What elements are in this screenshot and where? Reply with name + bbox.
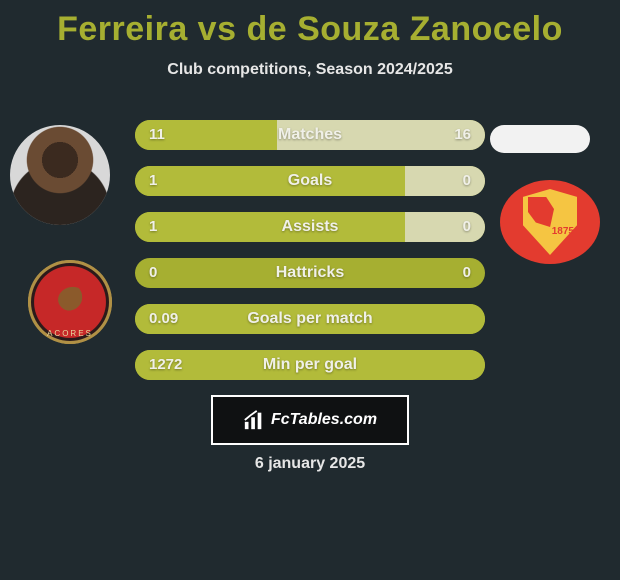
stat-row: 0.09Goals per match <box>135 304 485 334</box>
stat-label: Matches <box>135 120 485 150</box>
stat-label: Hattricks <box>135 258 485 288</box>
stats-container: 1116Matches 10Goals 10Assists 00Hattricks 0.… <box>135 120 485 396</box>
right-club-shield <box>520 189 580 255</box>
stat-row: 1272Min per goal <box>135 350 485 380</box>
left-club-subtext: ACORES <box>28 329 112 338</box>
stat-label: Min per goal <box>135 350 485 380</box>
right-club-year: 1875 <box>552 226 574 237</box>
right-player-avatar <box>490 125 590 153</box>
page-title: Ferreira vs de Souza Zanocelo <box>0 0 620 49</box>
brand-badge: FcTables.com <box>211 395 409 445</box>
stat-row: 1116Matches <box>135 120 485 150</box>
stat-label: Assists <box>135 212 485 242</box>
brand-logo-icon <box>243 409 265 431</box>
footer-date: 6 january 2025 <box>0 455 620 473</box>
stat-row: 10Goals <box>135 166 485 196</box>
left-player-avatar <box>10 125 110 225</box>
stat-label: Goals <box>135 166 485 196</box>
right-club-badge: 1875 <box>500 180 600 264</box>
page-subtitle: Club competitions, Season 2024/2025 <box>0 61 620 79</box>
stat-label: Goals per match <box>135 304 485 334</box>
brand-text: FcTables.com <box>271 411 377 429</box>
stat-row: 10Assists <box>135 212 485 242</box>
stat-row: 00Hattricks <box>135 258 485 288</box>
left-club-badge: ACORES <box>28 260 112 344</box>
